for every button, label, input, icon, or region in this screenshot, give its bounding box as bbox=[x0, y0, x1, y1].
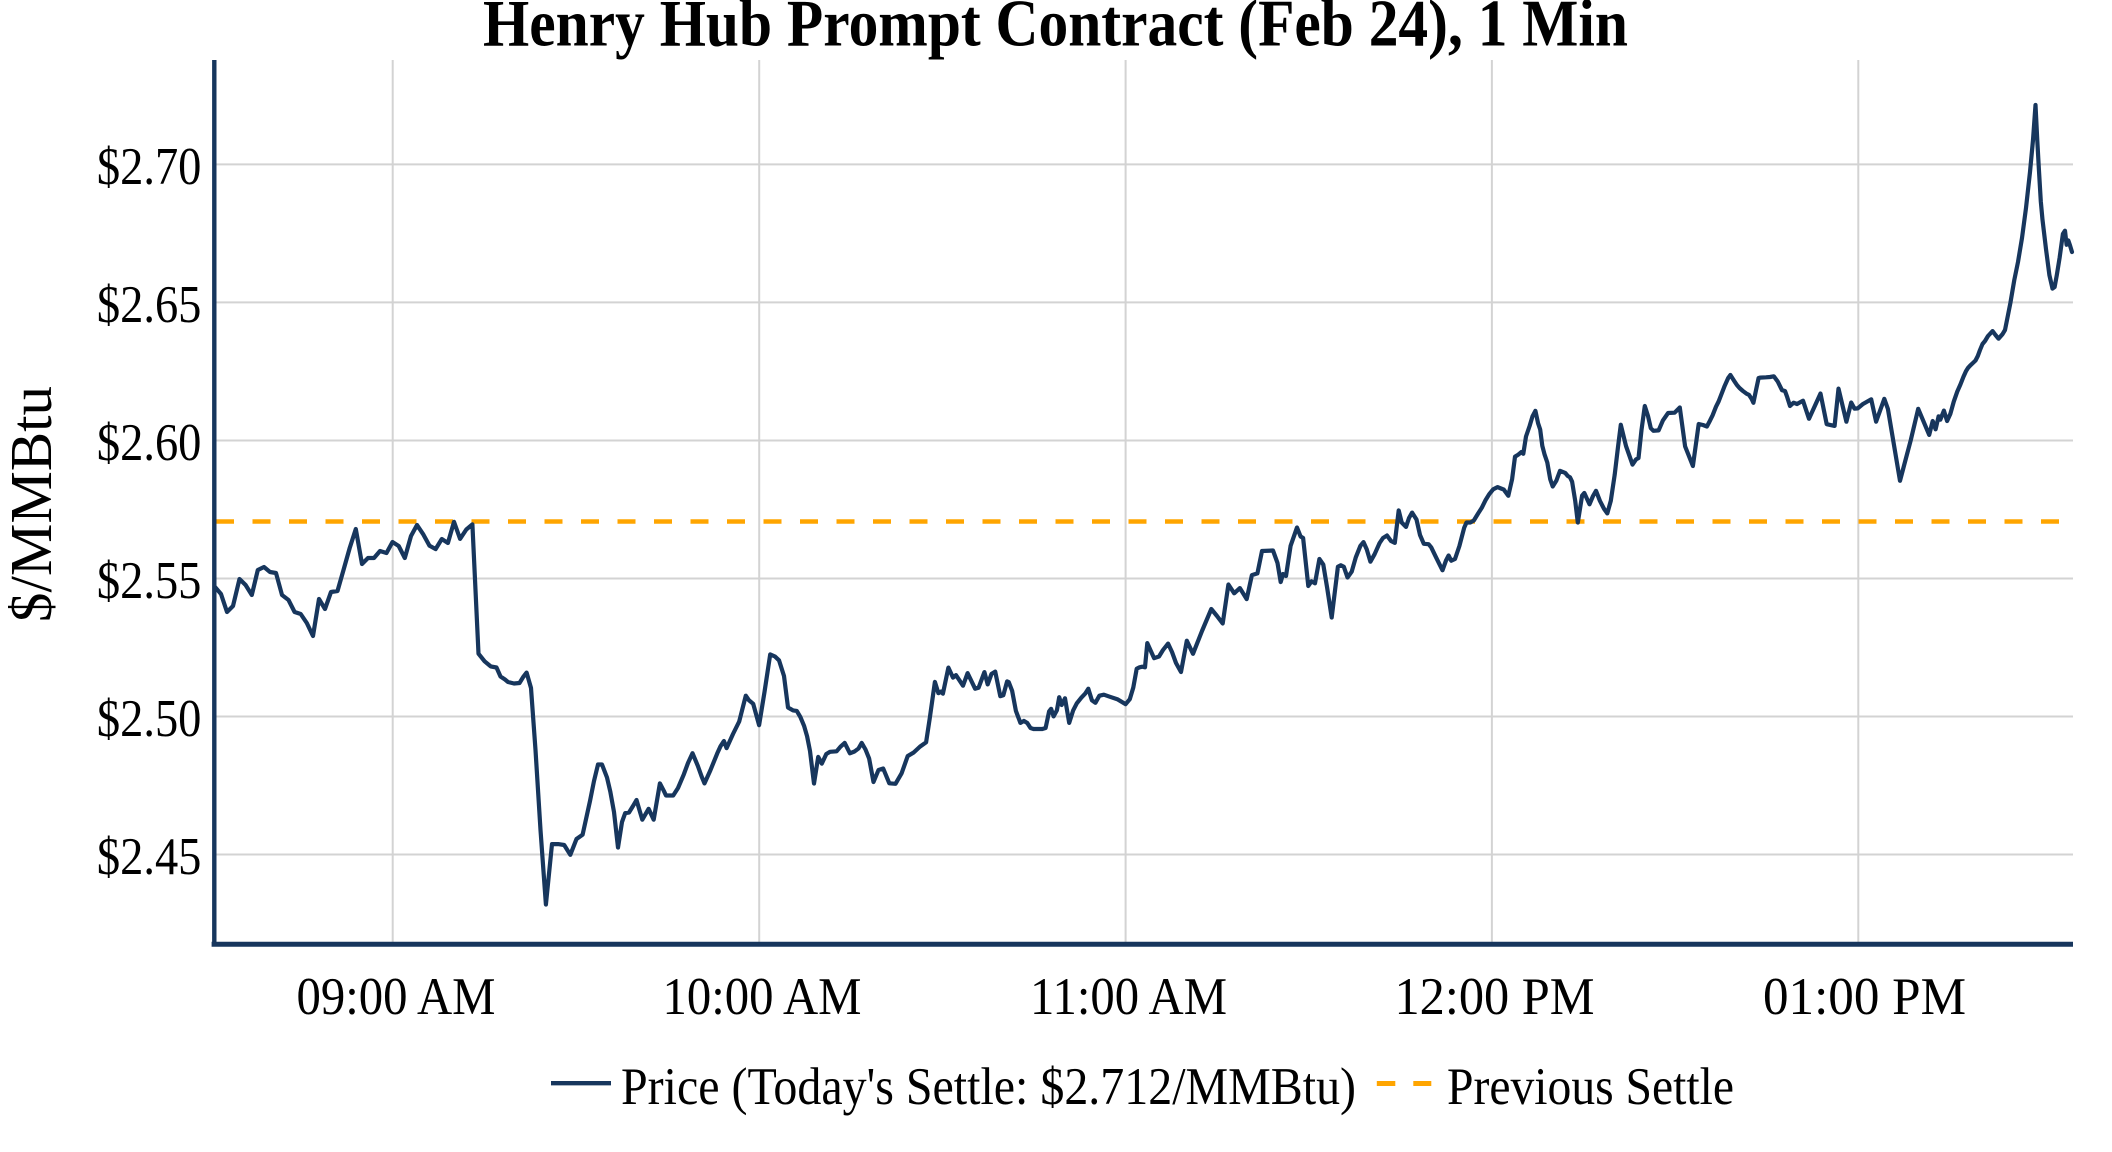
svg-text:Price (Today's Settle: $2.712/: Price (Today's Settle: $2.712/MMBtu) bbox=[621, 1058, 1356, 1116]
svg-text:$2.60: $2.60 bbox=[97, 414, 202, 472]
svg-text:$2.65: $2.65 bbox=[97, 276, 202, 334]
svg-text:11:00 AM: 11:00 AM bbox=[1030, 968, 1227, 1026]
svg-text:Henry Hub Prompt Contract (Feb: Henry Hub Prompt Contract (Feb 24), 1 Mi… bbox=[483, 0, 1628, 61]
svg-text:01:00 PM: 01:00 PM bbox=[1763, 968, 1966, 1026]
svg-text:$2.45: $2.45 bbox=[97, 828, 202, 886]
svg-text:$/MMBtu: $/MMBtu bbox=[0, 386, 64, 622]
svg-text:09:00 AM: 09:00 AM bbox=[297, 968, 496, 1026]
svg-text:10:00 AM: 10:00 AM bbox=[663, 968, 862, 1026]
svg-text:$2.55: $2.55 bbox=[97, 552, 202, 610]
svg-text:Previous Settle: Previous Settle bbox=[1447, 1058, 1734, 1116]
svg-text:$2.50: $2.50 bbox=[97, 690, 202, 748]
svg-text:12:00 PM: 12:00 PM bbox=[1395, 968, 1595, 1026]
svg-text:$2.70: $2.70 bbox=[97, 138, 202, 196]
